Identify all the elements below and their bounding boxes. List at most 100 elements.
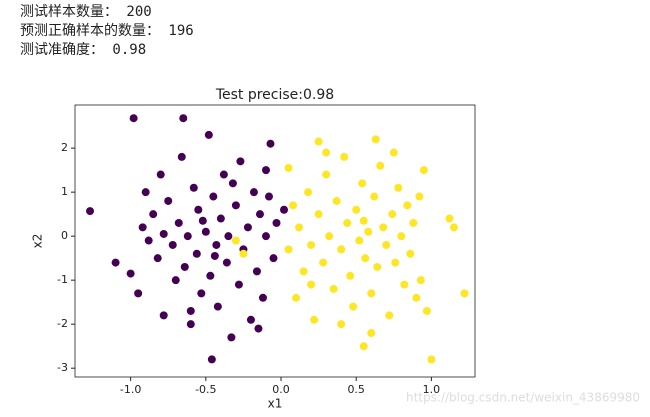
point xyxy=(231,201,240,210)
point xyxy=(385,311,394,320)
point xyxy=(382,240,391,249)
point xyxy=(258,293,267,302)
point xyxy=(153,254,162,263)
chart-title: Test precise:0.98 xyxy=(215,87,334,103)
point xyxy=(149,210,158,219)
point xyxy=(346,271,355,280)
point xyxy=(422,306,431,315)
point xyxy=(138,223,147,232)
point xyxy=(236,157,245,166)
x-tick-label: 1.0 xyxy=(423,383,441,396)
point xyxy=(206,271,215,280)
point xyxy=(197,289,206,298)
point xyxy=(183,232,192,241)
point xyxy=(379,223,388,232)
point xyxy=(343,218,352,227)
point xyxy=(325,232,334,241)
point xyxy=(284,163,293,172)
point xyxy=(340,152,349,161)
x-tick-label: 0.5 xyxy=(347,383,365,396)
point xyxy=(246,315,255,324)
point xyxy=(397,232,406,241)
point xyxy=(227,333,236,342)
point xyxy=(164,196,173,205)
y-axis-label: x2 xyxy=(31,234,45,249)
point xyxy=(134,289,143,298)
point xyxy=(409,218,418,227)
point xyxy=(177,152,186,161)
y-tick-label: -1 xyxy=(57,273,68,286)
point xyxy=(213,302,222,311)
point xyxy=(207,355,216,364)
y-tick-label: -2 xyxy=(57,317,68,330)
point xyxy=(129,114,138,123)
point xyxy=(179,114,188,123)
point xyxy=(174,218,183,227)
point xyxy=(427,355,436,364)
point xyxy=(261,166,270,175)
point xyxy=(388,210,397,219)
point xyxy=(332,196,341,205)
point xyxy=(126,269,135,278)
point xyxy=(370,192,379,201)
point xyxy=(231,236,240,245)
point xyxy=(322,148,331,157)
point xyxy=(209,192,218,201)
point xyxy=(201,227,210,236)
point xyxy=(219,170,228,179)
point xyxy=(373,262,382,271)
point xyxy=(272,218,281,227)
point xyxy=(415,192,424,201)
point xyxy=(111,258,120,267)
point xyxy=(252,267,261,276)
point xyxy=(171,276,180,285)
point xyxy=(159,311,168,320)
point xyxy=(367,328,376,337)
point xyxy=(389,148,398,157)
point xyxy=(355,236,364,245)
point xyxy=(376,161,385,170)
point xyxy=(304,188,313,197)
watermark: https://blog.csdn.net/weixin_43869980 xyxy=(406,391,640,405)
point xyxy=(329,284,338,293)
point xyxy=(194,205,203,214)
point xyxy=(337,320,346,329)
point xyxy=(359,216,368,225)
point xyxy=(168,240,177,249)
output-line: 测试准确度： 0.98 xyxy=(20,42,146,58)
point xyxy=(406,249,415,258)
axes-frame xyxy=(74,104,476,378)
point xyxy=(449,223,458,232)
output-line: 测试样本数量： 200 xyxy=(20,4,152,20)
point xyxy=(243,223,252,232)
point xyxy=(264,192,273,201)
point xyxy=(460,289,469,298)
point xyxy=(314,210,323,219)
point xyxy=(280,205,289,214)
point xyxy=(322,170,331,179)
x-axis-label: x1 xyxy=(268,397,283,411)
point xyxy=(156,170,165,179)
point xyxy=(212,240,221,249)
point xyxy=(367,289,376,298)
point xyxy=(337,245,346,254)
point xyxy=(371,135,380,144)
point xyxy=(261,232,270,241)
point xyxy=(310,315,319,324)
point xyxy=(307,280,316,289)
x-tick-label: -1.0 xyxy=(120,383,141,396)
point xyxy=(186,306,195,315)
point xyxy=(204,130,213,139)
point xyxy=(352,205,361,214)
y-tick-label: 1 xyxy=(61,185,68,198)
point xyxy=(349,302,358,311)
point xyxy=(314,137,323,146)
point xyxy=(295,223,304,232)
x-tick-label: -0.5 xyxy=(195,383,216,396)
y-tick-label: 0 xyxy=(61,229,68,242)
point xyxy=(299,267,308,276)
point xyxy=(144,236,153,245)
point xyxy=(359,342,368,351)
point xyxy=(224,232,233,241)
